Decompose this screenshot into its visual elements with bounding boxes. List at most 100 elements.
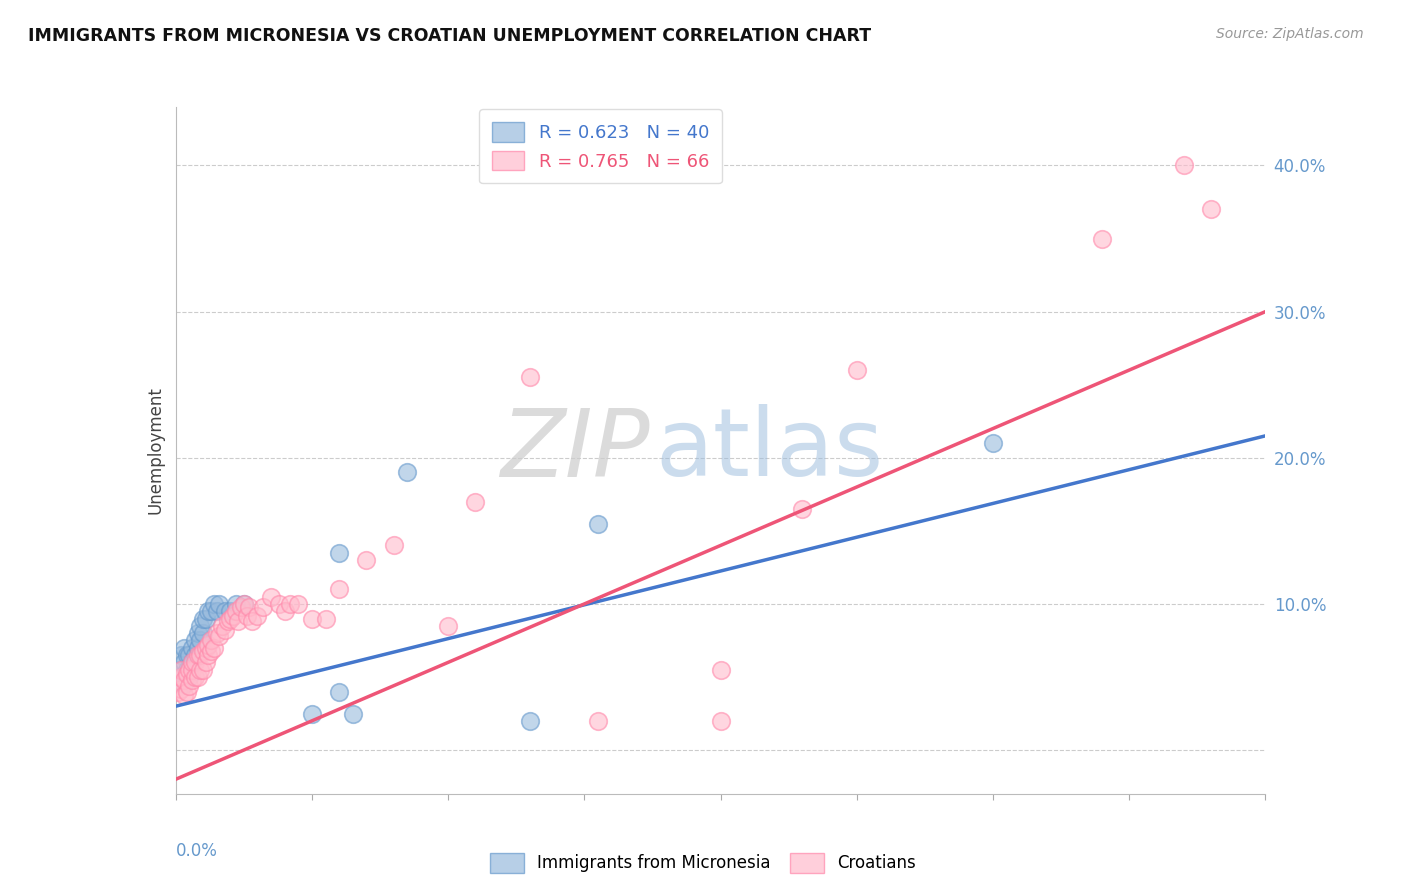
Point <box>191 643 214 657</box>
Point <box>208 629 231 643</box>
Point <box>228 615 250 629</box>
Point <box>287 597 309 611</box>
Point <box>328 546 350 560</box>
Point <box>222 608 245 623</box>
Point <box>200 633 222 648</box>
Point <box>179 663 201 677</box>
Point <box>181 673 204 687</box>
Point <box>710 663 733 677</box>
Point <box>200 604 222 618</box>
Point <box>184 656 207 670</box>
Point <box>188 619 211 633</box>
Point <box>170 681 193 696</box>
Point <box>167 684 190 698</box>
Text: IMMIGRANTS FROM MICRONESIA VS CROATIAN UNEMPLOYMENT CORRELATION CHART: IMMIGRANTS FROM MICRONESIA VS CROATIAN U… <box>28 27 872 45</box>
Point <box>464 494 486 508</box>
Point <box>186 670 209 684</box>
Point <box>328 582 350 597</box>
Point <box>186 626 209 640</box>
Point <box>179 670 201 684</box>
Point <box>278 597 301 611</box>
Point <box>186 648 209 662</box>
Point <box>1091 231 1114 245</box>
Point <box>188 663 211 677</box>
Point <box>792 502 814 516</box>
Point <box>382 538 405 552</box>
Point <box>519 714 541 728</box>
Point <box>437 619 460 633</box>
Point <box>170 670 193 684</box>
Point <box>252 599 274 614</box>
Point <box>173 688 195 702</box>
Point <box>202 597 225 611</box>
Point <box>176 684 198 698</box>
Point <box>173 673 195 687</box>
Point <box>240 615 263 629</box>
Point <box>205 604 228 618</box>
Point <box>217 615 239 629</box>
Point <box>173 656 195 670</box>
Point <box>194 611 217 625</box>
Point <box>181 663 204 677</box>
Point <box>170 663 193 677</box>
Point <box>186 640 209 655</box>
Point <box>197 648 219 662</box>
Point <box>173 640 195 655</box>
Point <box>200 643 222 657</box>
Point <box>194 640 217 655</box>
Point <box>191 611 214 625</box>
Point <box>260 590 283 604</box>
Point <box>396 466 419 480</box>
Text: atlas: atlas <box>655 404 883 497</box>
Legend: R = 0.623   N = 40, R = 0.765   N = 66: R = 0.623 N = 40, R = 0.765 N = 66 <box>479 109 721 183</box>
Point <box>197 638 219 652</box>
Point <box>1173 159 1195 173</box>
Point <box>231 599 253 614</box>
Point <box>194 656 217 670</box>
Point <box>176 648 198 662</box>
Point <box>586 714 609 728</box>
Point <box>179 679 201 693</box>
Text: 0.0%: 0.0% <box>176 842 218 860</box>
Legend: Immigrants from Micronesia, Croatians: Immigrants from Micronesia, Croatians <box>484 847 922 880</box>
Point <box>181 640 204 655</box>
Point <box>238 599 260 614</box>
Point <box>214 604 236 618</box>
Point <box>208 597 231 611</box>
Point <box>225 604 247 618</box>
Point <box>342 706 364 721</box>
Point <box>235 608 257 623</box>
Point <box>232 597 254 611</box>
Point <box>167 673 190 687</box>
Point <box>269 597 291 611</box>
Point <box>232 597 254 611</box>
Point <box>184 633 207 648</box>
Point <box>845 363 868 377</box>
Point <box>167 670 190 684</box>
Point <box>219 611 242 625</box>
Point <box>519 370 541 384</box>
Point <box>225 597 247 611</box>
Point <box>328 684 350 698</box>
Text: ZIP: ZIP <box>501 405 650 496</box>
Point <box>274 604 297 618</box>
Point <box>167 663 190 677</box>
Point <box>205 626 228 640</box>
Point <box>184 648 207 662</box>
Point <box>191 663 214 677</box>
Point <box>176 663 198 677</box>
Point <box>586 516 609 531</box>
Point <box>170 670 193 684</box>
Point <box>181 656 204 670</box>
Text: Source: ZipAtlas.com: Source: ZipAtlas.com <box>1216 27 1364 41</box>
Point <box>170 648 193 662</box>
Point <box>181 656 204 670</box>
Point <box>356 553 378 567</box>
Point <box>301 611 323 625</box>
Point <box>315 611 337 625</box>
Point <box>981 436 1004 450</box>
Point <box>191 626 214 640</box>
Point <box>219 604 242 618</box>
Y-axis label: Unemployment: Unemployment <box>146 386 165 515</box>
Point <box>173 677 195 691</box>
